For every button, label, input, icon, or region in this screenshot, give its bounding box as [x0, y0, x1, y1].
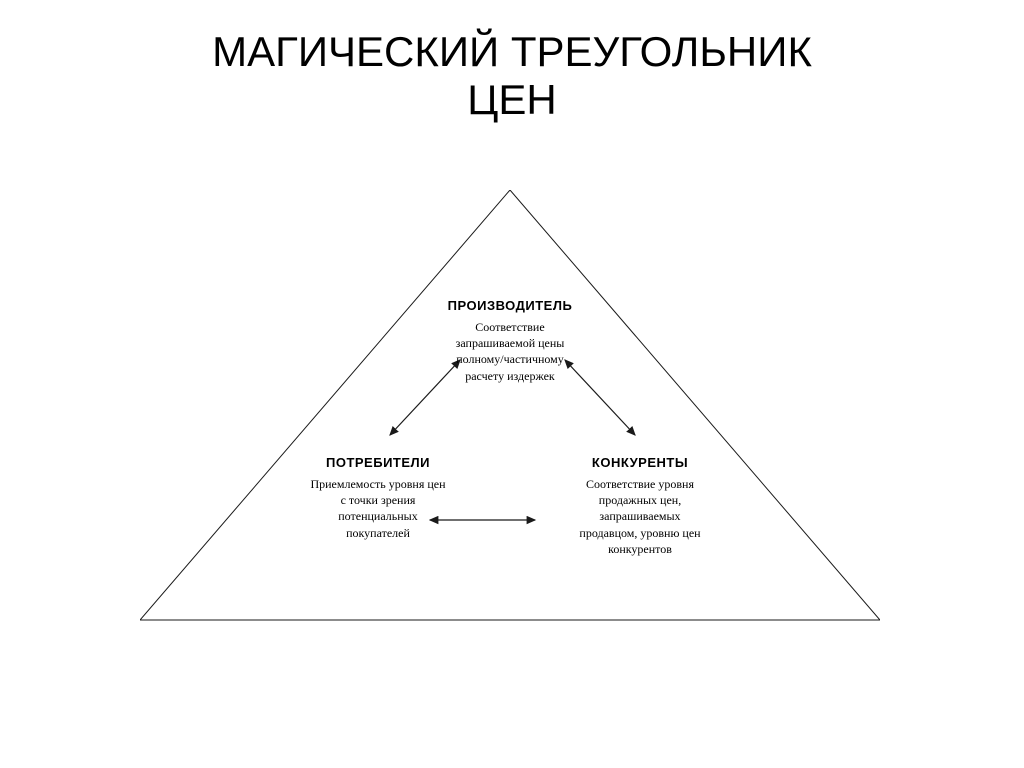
- node-title-consumers: ПОТРЕБИТЕЛИ: [263, 455, 493, 470]
- title-line-2: ЦЕН: [467, 76, 556, 123]
- node-title-competitors: КОНКУРЕНТЫ: [530, 455, 750, 470]
- node-producer: ПРОИЗВОДИТЕЛЬ Соответствиезапрашиваемой ц…: [400, 298, 620, 384]
- node-competitors: КОНКУРЕНТЫ Соответствие уровняпродажных ц…: [530, 455, 750, 557]
- node-title-producer: ПРОИЗВОДИТЕЛЬ: [400, 298, 620, 313]
- arrows-layer: [140, 190, 880, 630]
- node-desc-competitors: Соответствие уровняпродажных цен,запраши…: [530, 476, 750, 557]
- triangle-diagram: ПРОИЗВОДИТЕЛЬ Соответствиезапрашиваемой ц…: [140, 190, 880, 630]
- node-desc-consumers: Приемлемость уровня ценс точки зренияпот…: [263, 476, 493, 541]
- page-title: МАГИЧЕСКИЙ ТРЕУГОЛЬНИК ЦЕН: [0, 0, 1024, 125]
- title-line-1: МАГИЧЕСКИЙ ТРЕУГОЛЬНИК: [212, 28, 812, 75]
- node-consumers: ПОТРЕБИТЕЛИ Приемлемость уровня ценс точк…: [263, 455, 493, 541]
- node-desc-producer: Соответствиезапрашиваемой ценыполному/ча…: [400, 319, 620, 384]
